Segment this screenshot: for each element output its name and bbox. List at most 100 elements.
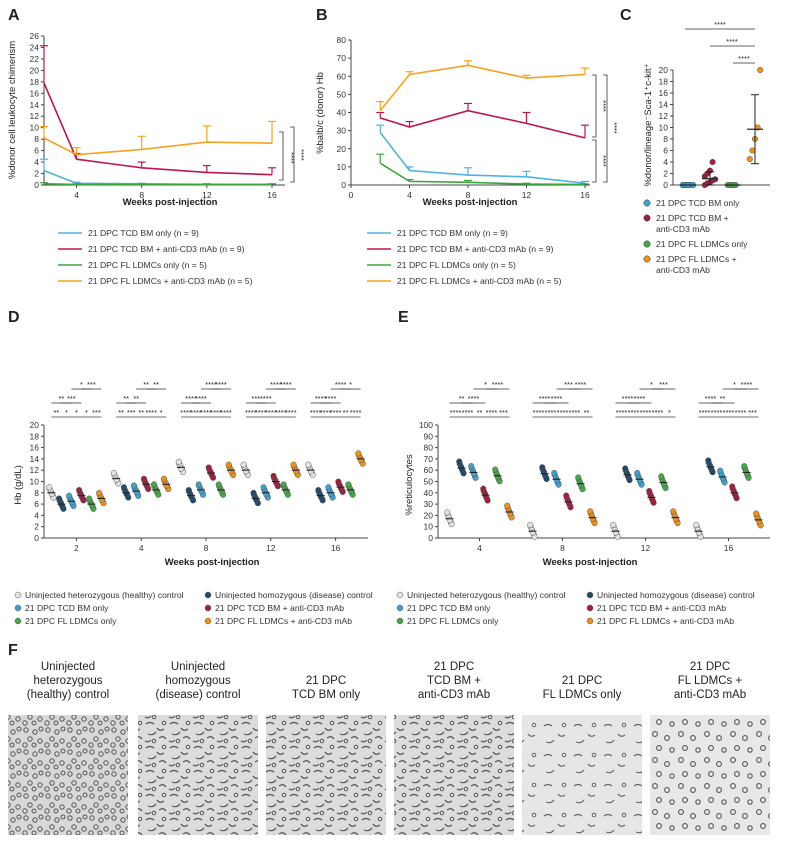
chart-d-point <box>46 484 53 491</box>
chart-e-sig-label: **** <box>533 408 545 417</box>
chart-d-sig-label: **** <box>315 394 327 403</box>
chart-d-sig-label: *** <box>67 394 76 403</box>
chart-b-ytick-label: 0 <box>341 180 346 190</box>
chart-e-point <box>693 521 700 528</box>
chart-d-point <box>355 450 362 457</box>
chart-d-point <box>48 490 55 498</box>
legend-e-tcd-dot <box>396 604 404 612</box>
chart-e-point <box>539 464 546 471</box>
chart-d-point <box>335 478 342 485</box>
chart-d-sig-label: ** <box>343 408 349 417</box>
chart-d-point <box>153 488 160 495</box>
chart-d-sig-label: **** <box>265 408 277 417</box>
chart-d-ytick-label: 18 <box>30 431 40 441</box>
legend-e-het: Uninjected heterozygous (healthy) contro… <box>407 590 566 600</box>
chart-e-ytick-label: 40 <box>424 488 434 498</box>
legend-d-tcd: 21 DPC TCD BM only <box>25 603 109 613</box>
chart-d-point <box>66 492 73 499</box>
chart-e-sig-label: **** <box>622 394 634 403</box>
chart-d-point <box>273 479 280 486</box>
chart-d-sig-label: **** <box>320 408 332 417</box>
chart-d-point <box>150 481 158 488</box>
chart-d-point <box>253 496 260 503</box>
chart-d-point <box>123 490 130 498</box>
legend-a-flcd3: 21 DPC FL LDMCs + anti-CD3 mAb (n = 5) <box>88 276 253 286</box>
chart-d-sig-label: **** <box>255 408 267 417</box>
chart-e-sig-label: **** <box>462 408 474 417</box>
chart-d-point <box>243 468 250 475</box>
chart-d-point <box>327 490 334 498</box>
chart-b-xtick-label: 12 <box>522 190 532 200</box>
chart-d-point <box>88 502 95 509</box>
micrograph-caption: homozygous <box>165 675 230 687</box>
chart-e-point <box>695 529 702 536</box>
chart-d-ytick-label: 10 <box>30 477 40 487</box>
micrograph-caption: Uninjected <box>41 661 95 673</box>
chart-e-point <box>719 475 726 482</box>
chart-d-sig-label: **** <box>310 408 322 417</box>
chart-e-point <box>482 493 489 500</box>
chart-c-point <box>757 66 764 73</box>
chart-e-point <box>741 463 748 470</box>
chart-e-point <box>705 457 712 464</box>
legend-e-tcdcd3-dot <box>586 604 594 612</box>
chart-b-xtick-label: 16 <box>580 190 590 200</box>
chart-b-ytick-label: 80 <box>337 35 347 45</box>
chart-e-point <box>444 509 451 516</box>
chart-e-sig-label: * <box>733 380 736 389</box>
chart-b-ytick-label: 50 <box>337 89 347 99</box>
chart-e-point <box>492 466 499 473</box>
chart-d-xtick-label: 8 <box>204 543 209 553</box>
chart-d-sig-label: **** <box>180 408 192 417</box>
chart-d-point <box>58 502 65 509</box>
chart-a-ytick-label: 14 <box>30 100 40 110</box>
chart-d-sig-label: * <box>80 380 83 389</box>
chart-d-point <box>163 482 170 489</box>
chart-e-point <box>494 474 501 481</box>
legend-e-flcd3: 21 DPC FL LDMCs + anti-CD3 mAb <box>597 616 734 626</box>
chart-e-sig-label: * <box>650 380 653 389</box>
chart-e: %reticulocytes Weeks post-injection 010 2… <box>404 380 770 568</box>
chart-e-sig-label: ** <box>720 394 726 403</box>
legend-e-fl-dot <box>396 617 404 625</box>
chart-d-point <box>263 490 270 498</box>
panel-label-a: A <box>8 7 20 24</box>
chart-e-sig-label: *** <box>499 408 508 417</box>
micrograph-fl <box>522 715 642 835</box>
chart-c-point <box>749 147 756 154</box>
chart-e-point <box>541 471 548 478</box>
chart-a-xtick-label: 8 <box>139 190 144 200</box>
chart-d-sig-label: **** <box>270 380 282 389</box>
chart-b-sig-1: **** <box>599 100 608 112</box>
chart-e-sig-label: **** <box>741 380 753 389</box>
micrograph-caption: 21 DPC <box>562 675 602 687</box>
chart-a-ytick-label: 10 <box>30 123 40 133</box>
legend-e-fl: 21 DPC FL LDMCs only <box>407 616 499 626</box>
legend-d-het-dot <box>14 591 22 599</box>
chart-a-ytick-label: 4 <box>34 157 39 167</box>
chart-e-ytick-label: 0 <box>428 533 433 543</box>
chart-b-xlabel: Weeks post-injection <box>423 197 518 208</box>
chart-e-sig-label: **** <box>652 408 664 417</box>
chart-d-sig-label: ** <box>138 408 144 417</box>
chart-e-point <box>553 477 560 484</box>
chart-e-sig-label: **** <box>569 408 581 417</box>
chart-e-ytick-label: 10 <box>424 522 434 532</box>
legend-d-tcdcd3-dot <box>204 604 212 612</box>
micrograph-caption: (healthy) control <box>27 689 109 701</box>
micrograph-het <box>8 715 128 835</box>
chart-c-ytick-label: 2 <box>663 169 668 179</box>
chart-b-ytick-label: 10 <box>337 162 347 172</box>
legend-c-flcd3-1: 21 DPC FL LDMCs + <box>656 254 737 264</box>
chart-a-sig-bracket <box>279 131 284 181</box>
chart-e-xtick-label: 16 <box>724 543 734 553</box>
chart-e-point <box>658 473 665 480</box>
micrograph-caption: FL LDMCs only <box>543 689 622 701</box>
chart-d-ytick-label: 6 <box>34 499 39 509</box>
micrograph-caption: Uninjected <box>171 661 225 673</box>
chart-d-xlabel: Weeks post-injection <box>165 557 260 568</box>
chart-e-point <box>551 469 558 476</box>
chart-b-sig-2: **** <box>599 155 608 167</box>
chart-d-xtick-label: 16 <box>331 543 341 553</box>
chart-a-ytick-label: 26 <box>30 31 40 41</box>
